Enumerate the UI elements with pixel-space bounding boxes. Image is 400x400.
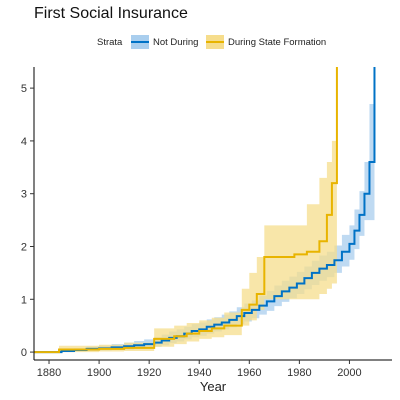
legend-title: Strata bbox=[97, 37, 123, 48]
x-tick-label-1960: 1960 bbox=[237, 367, 261, 379]
x-axis-title: Year bbox=[200, 379, 227, 394]
x-tick-label-1940: 1940 bbox=[187, 367, 211, 379]
legend-label-not-during: Not During bbox=[153, 37, 198, 48]
plot-area bbox=[34, 67, 376, 354]
y-tick-label-1: 1 bbox=[21, 294, 27, 306]
x-tick-label-2000: 2000 bbox=[337, 367, 361, 379]
axes: 1880 1900 1920 1940 1960 1980 2000 0 1 2 3 4 5 bbox=[21, 67, 392, 379]
x-tick-label-1900: 1900 bbox=[87, 367, 111, 379]
legend: Strata Not During During State Formation bbox=[97, 35, 326, 49]
series-line-during-state-formation bbox=[34, 67, 338, 354]
x-tick-label-1920: 1920 bbox=[137, 367, 161, 379]
legend-label-during: During State Formation bbox=[228, 37, 326, 48]
x-tick-label-1880: 1880 bbox=[37, 367, 61, 379]
y-tick-label-5: 5 bbox=[21, 83, 27, 95]
x-tick-label-1980: 1980 bbox=[287, 367, 311, 379]
y-tick-label-3: 3 bbox=[21, 189, 27, 201]
y-tick-label-4: 4 bbox=[21, 136, 27, 148]
y-tick-label-0: 0 bbox=[21, 347, 27, 359]
chart-title: First Social Insurance bbox=[34, 5, 188, 22]
series-line-not-during bbox=[34, 67, 376, 354]
confidence-band-during-state-formation bbox=[34, 67, 337, 353]
y-tick-label-2: 2 bbox=[21, 241, 27, 253]
